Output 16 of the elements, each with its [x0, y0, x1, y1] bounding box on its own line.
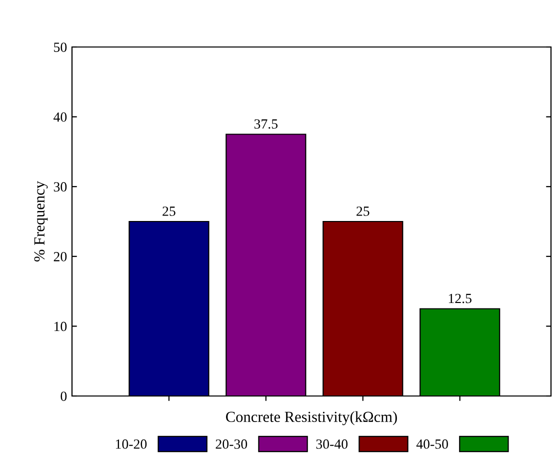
y-tick-label: 50 [54, 42, 67, 52]
y-tick-label: 40 [54, 112, 67, 122]
legend-label: 40-50 [416, 439, 448, 449]
legend-label: 30-40 [316, 439, 348, 449]
y-tick-label: 0 [60, 392, 67, 401]
data-label: 25 [356, 206, 370, 216]
y-tick-label: 30 [54, 182, 67, 192]
data-label: 12.5 [448, 294, 472, 304]
y-axis-title: % Frequency [34, 181, 48, 262]
y-tick-label: 20 [54, 252, 67, 262]
legend-label: 10-20 [116, 439, 147, 449]
x-axis-title: Concrete Resistivity(kΩcm) [226, 411, 397, 426]
y-tick-label: 10 [54, 322, 67, 332]
data-label: 37.5 [254, 119, 278, 129]
legend-label: 20-30 [216, 439, 248, 449]
data-label: 25 [162, 206, 176, 216]
